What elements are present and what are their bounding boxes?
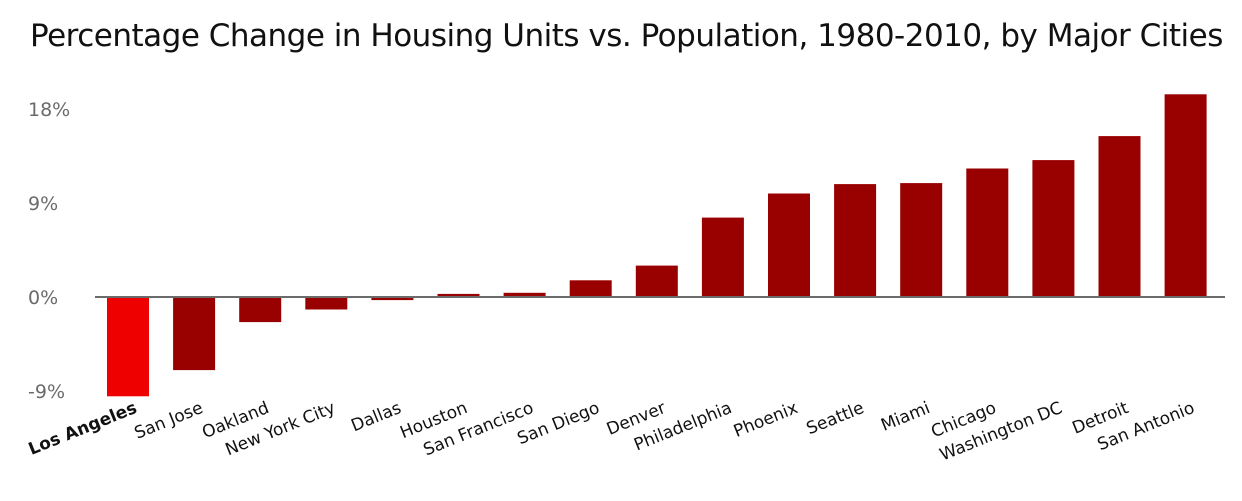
bar-san-francisco [503,292,546,297]
bar-san-antonio [1164,94,1207,297]
bar-houston [437,293,480,297]
bar-dallas [371,297,414,301]
x-tick-label: Dallas [348,398,404,436]
bars-group [107,94,1207,397]
x-tick-label: Seattle [804,398,867,439]
x-tick-label: Los Angeles [26,398,140,460]
bar-san-jose [173,297,216,371]
bar-miami [900,183,943,297]
x-tick-label: San Jose [132,398,206,444]
y-tick-label: 18% [28,99,70,121]
bar-san-diego [569,280,612,297]
bar-los-angeles [107,297,149,397]
bar-chicago [966,168,1009,297]
x-tick-label: Miami [878,398,933,436]
bar-phoenix [768,193,810,297]
x-tick-label: Phoenix [731,398,801,442]
y-tick-label: -9% [28,381,65,403]
bar-washington-dc [1032,160,1075,297]
bar-new-york-city [305,297,348,310]
chart-title: Percentage Change in Housing Units vs. P… [30,18,1223,54]
y-tick-label: 9% [28,193,58,215]
bar-philadelphia [701,217,744,297]
bar-oakland [239,297,282,323]
bar-detroit [1098,136,1141,297]
bar-seattle [834,184,877,297]
bar-denver [635,265,678,297]
y-tick-labels: -9% 0% 9% 18% [28,99,70,403]
y-tick-label: 0% [28,287,58,309]
